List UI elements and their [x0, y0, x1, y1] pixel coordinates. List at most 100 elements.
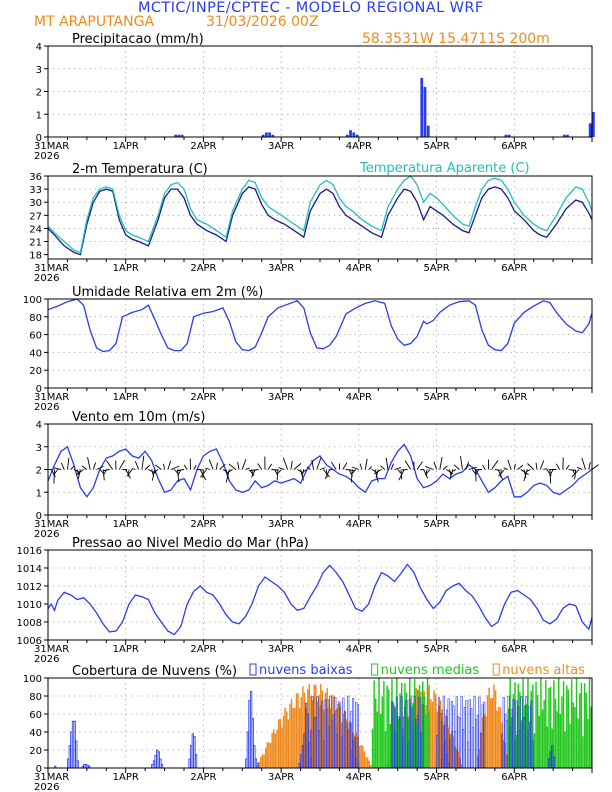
cloud-bar-nuvens-altas	[355, 732, 358, 768]
wind-vector-arrow	[144, 464, 151, 470]
cloud-bar-nuvens-medias	[540, 678, 542, 768]
cloud-bar-nuvens-medias	[520, 720, 523, 768]
temp-legend: Temperatura Aparente (C)	[359, 161, 530, 176]
cloud-bar-nuvens-medias	[575, 678, 578, 768]
wind-vector-arrow	[452, 469, 457, 472]
temp-series-1-line	[47, 175, 593, 254]
wind-vector-arrow	[215, 462, 218, 470]
cloud-bar-nuvens-medias	[527, 678, 529, 768]
cloud-bar-nuvens-altas	[449, 734, 451, 768]
temp-series-0-line	[47, 186, 593, 256]
cloud-bar-nuvens-altas	[452, 736, 455, 768]
wind-vector-arrow	[99, 469, 104, 474]
cloud-bar-nuvens-altas	[439, 700, 442, 768]
cloud-bar-nuvens-medias	[511, 717, 513, 768]
clouds-tick-label-y: 40	[29, 728, 42, 739]
cloud-bar-nuvens-altas	[264, 747, 267, 768]
legend-entry-2: nuvens altas	[502, 663, 585, 678]
cloud-bar-nuvens-altas	[347, 728, 349, 768]
rh-title: Umidade Relativa em 2m (%)	[72, 285, 263, 300]
cloud-bar-nuvens-altas	[483, 714, 485, 768]
cloud-bar-nuvens-altas	[287, 719, 290, 768]
temp-tick-label-y: 21	[29, 238, 42, 249]
cloud-bar-nuvens-medias	[397, 718, 400, 768]
cloud-bar-nuvens-medias	[404, 683, 406, 768]
cloud-bar-nuvens-altas	[488, 687, 490, 768]
cloud-bar-nuvens-altas	[295, 693, 298, 768]
wind-vector-arrow	[316, 457, 322, 470]
precip-bar	[504, 134, 508, 137]
wind-vector-arrow	[251, 469, 256, 478]
pres-series-0-line	[47, 563, 593, 636]
wind-vector-arrow	[96, 465, 104, 470]
wind-vector-arrow	[527, 463, 535, 470]
cloud-bar-nuvens-medias	[559, 713, 562, 768]
cloud-bar-nuvens-medias	[392, 702, 395, 768]
cloud-bar-nuvens-medias	[383, 681, 385, 768]
precip-tick-label-y: 4	[36, 42, 42, 53]
cloud-bar-nuvens-altas	[279, 718, 281, 768]
cloud-bar-nuvens-medias	[418, 685, 421, 768]
cloud-bar-nuvens-altas	[256, 765, 259, 768]
cloud-bar-nuvens-altas	[358, 746, 361, 768]
cloud-bar-nuvens-altas	[460, 764, 463, 768]
wind-vector-arrow	[53, 469, 59, 476]
temp-tick-label-x: 1APR	[113, 263, 139, 274]
cloud-bar-nuvens-medias	[391, 679, 393, 768]
cloud-bar-nuvens-altas	[298, 708, 301, 768]
pres-tick-label-y: 1012	[17, 582, 42, 593]
cloud-bar-nuvens-altas	[434, 694, 437, 768]
wind-tick-label-x: 5APR	[423, 519, 449, 530]
precip-tick-label-x: 31MAR	[34, 141, 69, 152]
cloud-bar-nuvens-medias	[373, 680, 375, 768]
precip-bar	[355, 134, 359, 137]
cloud-bar-nuvens-altas	[480, 732, 482, 768]
wind-tick-label-x: 6APR	[501, 519, 527, 530]
cloud-bar-nuvens-medias	[512, 694, 515, 768]
cloud-bar-nuvens-altas	[344, 710, 346, 768]
cloud-bar-nuvens-medias	[587, 718, 589, 768]
wind-vector-arrow	[301, 469, 305, 477]
rh-tick-label-x: 1APR	[113, 392, 139, 403]
wind-vector-arrow	[330, 461, 337, 470]
wind-vector-arrow	[468, 466, 477, 470]
wind-vector-arrow	[517, 464, 524, 470]
cloud-bar-nuvens-medias	[409, 678, 411, 768]
wind-vector-arrow	[351, 466, 360, 470]
legend-swatch-0	[249, 663, 257, 676]
cloud-bar-nuvens-altas	[286, 711, 288, 768]
wind-vector-arrow	[257, 463, 263, 470]
rh-tick-label-x: 5APR	[423, 392, 449, 403]
precip-bar	[177, 134, 181, 137]
temp-tick-label-y: 30	[29, 198, 42, 209]
clouds-tick-label-x: 1APR	[113, 772, 139, 783]
clouds-tick-label-y: 0	[36, 764, 42, 775]
precip-bar	[507, 134, 511, 137]
precip-bar	[566, 134, 569, 137]
cloud-bar-nuvens-medias	[533, 733, 536, 768]
wind-vector-arrow	[345, 469, 355, 471]
cloud-bar-nuvens-altas	[441, 709, 443, 768]
cloud-bar-nuvens-altas	[363, 751, 366, 768]
wind-vector-arrow	[102, 469, 105, 481]
temp-plot-frame	[47, 175, 593, 260]
clouds-tick-label-x: 4APR	[346, 772, 372, 783]
wind-vector-arrow	[539, 460, 545, 470]
pres-tick-label-y: 1008	[17, 618, 42, 629]
precip-bar	[349, 130, 352, 137]
cloud-bar-nuvens-medias	[566, 685, 568, 768]
cloud-bar-nuvens-medias	[549, 686, 552, 768]
wind-vector-arrow	[453, 464, 460, 470]
cloud-bar-nuvens-altas	[485, 716, 487, 768]
cloud-bar-nuvens-altas	[354, 735, 356, 768]
rh-tick-label-y: 100	[23, 295, 42, 306]
wind-vector-arrow	[300, 469, 308, 474]
precip-bar	[268, 132, 271, 137]
wind-vector-arrow	[507, 459, 512, 470]
wind-vector-arrow	[176, 469, 185, 472]
temp-tick-label-x: 31MAR	[34, 263, 69, 274]
cloud-bar-nuvens-medias	[509, 678, 511, 768]
wind-vector-arrow	[571, 469, 580, 478]
precip-tick-label-x: 3APR	[268, 141, 294, 152]
cloud-bar-nuvens-altas	[315, 685, 317, 768]
